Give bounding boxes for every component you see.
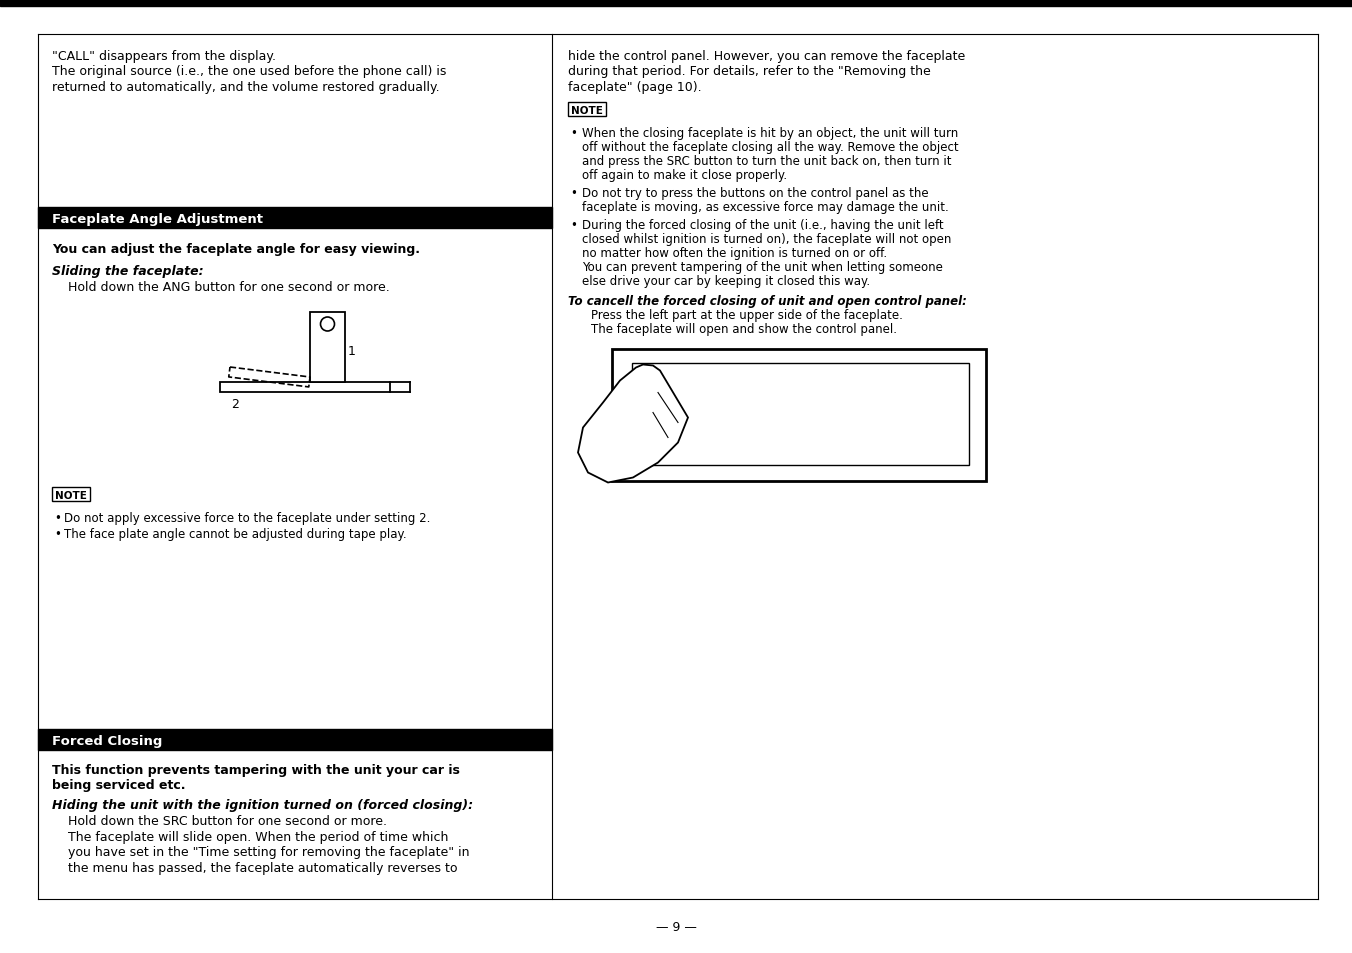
Text: no matter how often the ignition is turned on or off.: no matter how often the ignition is turn… [581, 246, 887, 259]
Text: Do not apply excessive force to the faceplate under setting 2.: Do not apply excessive force to the face… [64, 512, 430, 524]
Text: and press the SRC button to turn the unit back on, then turn it: and press the SRC button to turn the uni… [581, 154, 952, 168]
Text: Forced Closing: Forced Closing [51, 735, 162, 748]
Text: NOTE: NOTE [55, 491, 87, 500]
Text: during that period. For details, refer to the "Removing the: during that period. For details, refer t… [568, 66, 930, 78]
Text: When the closing faceplate is hit by an object, the unit will turn: When the closing faceplate is hit by an … [581, 127, 959, 139]
Text: being serviced etc.: being serviced etc. [51, 779, 185, 792]
Text: Faceplate Angle Adjustment: Faceplate Angle Adjustment [51, 213, 264, 226]
Text: This function prevents tampering with the unit your car is: This function prevents tampering with th… [51, 763, 460, 776]
Text: The face plate angle cannot be adjusted during tape play.: The face plate angle cannot be adjusted … [64, 527, 407, 540]
Bar [310, 313, 345, 382]
Text: •: • [571, 186, 577, 199]
Text: The faceplate will slide open. When the period of time which: The faceplate will slide open. When the … [68, 830, 449, 843]
Circle shape [621, 397, 635, 414]
Bar [568, 102, 606, 116]
Text: •: • [571, 127, 577, 139]
Text: You can adjust the faceplate angle for easy viewing.: You can adjust the faceplate angle for e… [51, 243, 420, 255]
Text: NOTE: NOTE [571, 106, 603, 115]
Polygon shape [579, 365, 688, 483]
Text: returned to automatically, and the volume restored gradually.: returned to automatically, and the volum… [51, 81, 439, 94]
Text: you have set in the "Time setting for removing the faceplate" in: you have set in the "Time setting for re… [68, 845, 469, 859]
Text: faceplate" (page 10).: faceplate" (page 10). [568, 81, 702, 94]
Text: The faceplate will open and show the control panel.: The faceplate will open and show the con… [591, 323, 896, 336]
Text: off without the faceplate closing all the way. Remove the object: off without the faceplate closing all th… [581, 140, 959, 153]
Bar [0, 0, 1352, 7]
Bar [631, 363, 969, 465]
Bar [220, 382, 389, 393]
Text: To cancell the forced closing of unit and open control panel:: To cancell the forced closing of unit an… [568, 294, 967, 307]
Text: "CALL" disappears from the display.: "CALL" disappears from the display. [51, 50, 276, 63]
Text: You can prevent tampering of the unit when letting someone: You can prevent tampering of the unit wh… [581, 260, 942, 274]
Text: Sliding the faceplate:: Sliding the faceplate: [51, 265, 204, 277]
Bar [612, 349, 986, 481]
Text: Hiding the unit with the ignition turned on (forced closing):: Hiding the unit with the ignition turned… [51, 799, 473, 812]
Text: •: • [571, 218, 577, 232]
Text: The original source (i.e., the one used before the phone call) is: The original source (i.e., the one used … [51, 66, 446, 78]
Text: closed whilst ignition is turned on), the faceplate will not open: closed whilst ignition is turned on), th… [581, 233, 952, 245]
Bar [38, 729, 552, 750]
Text: — 9 —: — 9 — [656, 921, 696, 934]
Text: •: • [54, 512, 61, 524]
Text: else drive your car by keeping it closed this way.: else drive your car by keeping it closed… [581, 274, 871, 287]
Text: hide the control panel. However, you can remove the faceplate: hide the control panel. However, you can… [568, 50, 965, 63]
Text: 2: 2 [231, 397, 239, 411]
Text: off again to make it close properly.: off again to make it close properly. [581, 169, 787, 181]
Text: Hold down the SRC button for one second or more.: Hold down the SRC button for one second … [68, 815, 387, 827]
Text: 1: 1 [347, 345, 356, 357]
Text: During the forced closing of the unit (i.e., having the unit left: During the forced closing of the unit (i… [581, 218, 944, 232]
Text: •: • [54, 527, 61, 540]
Bar [51, 488, 91, 501]
Text: Hold down the ANG button for one second or more.: Hold down the ANG button for one second … [68, 281, 389, 294]
Bar [38, 208, 552, 229]
Text: Press the left part at the upper side of the faceplate.: Press the left part at the upper side of… [591, 309, 903, 322]
Text: Do not try to press the buttons on the control panel as the: Do not try to press the buttons on the c… [581, 186, 929, 199]
Text: the menu has passed, the faceplate automatically reverses to: the menu has passed, the faceplate autom… [68, 862, 457, 874]
Text: faceplate is moving, as excessive force may damage the unit.: faceplate is moving, as excessive force … [581, 200, 949, 213]
